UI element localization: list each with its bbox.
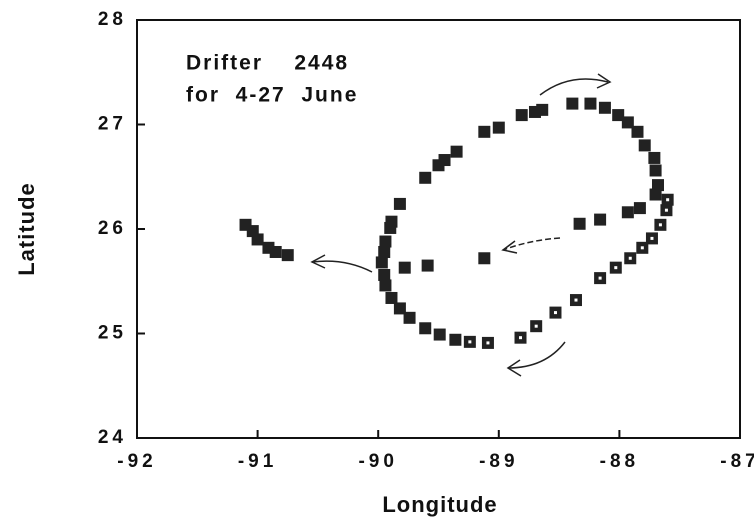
y-tick-label: 26: [98, 218, 127, 239]
point-center: [628, 256, 632, 260]
arrow-head: [596, 73, 612, 89]
point: [528, 105, 541, 118]
point: [450, 145, 463, 158]
point: [379, 235, 392, 248]
point: [594, 213, 607, 226]
point: [598, 101, 611, 114]
point: [492, 121, 505, 134]
arrow: [502, 237, 561, 251]
point: [649, 164, 662, 177]
y-tick-label: 25: [98, 323, 127, 344]
point: [478, 125, 491, 138]
arrow: [539, 78, 609, 96]
point-center: [666, 198, 670, 202]
arrow-head: [310, 254, 326, 269]
arrows: [310, 73, 612, 377]
x-tick-label: -91: [238, 451, 277, 472]
point-center: [650, 236, 654, 240]
x-axis-label: Longitude: [382, 492, 497, 517]
point: [651, 179, 664, 192]
point-center: [553, 311, 557, 315]
point: [449, 333, 462, 346]
annotation: for 4-27 June: [186, 84, 358, 107]
point-center: [574, 298, 578, 302]
point-center: [658, 223, 662, 227]
point: [515, 109, 528, 122]
point-center: [640, 246, 644, 250]
point: [269, 245, 282, 258]
point-center: [468, 340, 472, 344]
point: [584, 97, 597, 110]
arrow: [311, 260, 373, 273]
point: [648, 151, 661, 164]
point: [393, 197, 406, 210]
point: [566, 97, 579, 110]
point: [403, 311, 416, 324]
point: [433, 328, 446, 341]
point: [251, 233, 264, 246]
point: [573, 217, 586, 230]
y-tick-label: 28: [98, 9, 127, 30]
point: [633, 202, 646, 215]
point: [478, 252, 491, 265]
point: [621, 116, 634, 129]
point: [612, 109, 625, 122]
x-tick-label: -89: [479, 451, 518, 472]
point: [432, 159, 445, 172]
point-center: [614, 266, 618, 270]
point: [649, 188, 662, 201]
y-axis-label: Latitude: [14, 182, 39, 276]
x-tick-label: -92: [117, 451, 156, 472]
y-tick-label: 24: [98, 427, 127, 448]
arrow-head: [506, 359, 522, 377]
point: [378, 268, 391, 281]
point: [281, 249, 294, 262]
annotation: Drifter 2448: [186, 52, 349, 75]
point-center: [534, 324, 538, 328]
arrow-head: [501, 240, 518, 254]
point: [638, 139, 651, 152]
point: [419, 322, 432, 335]
point: [375, 256, 388, 269]
point: [398, 261, 411, 274]
point: [385, 291, 398, 304]
point: [421, 259, 434, 272]
x-tick-label: -87: [720, 451, 754, 472]
point: [384, 221, 397, 234]
point: [379, 279, 392, 292]
point-center: [519, 336, 523, 340]
point: [631, 125, 644, 138]
point: [621, 206, 634, 219]
point: [419, 171, 432, 184]
arrow: [507, 341, 566, 369]
point-center: [598, 276, 602, 280]
y-tick-label: 27: [98, 114, 127, 135]
x-tick-label: -90: [358, 451, 397, 472]
point: [393, 302, 406, 315]
point-center: [664, 208, 668, 212]
x-tick-label: -88: [600, 451, 639, 472]
point-center: [486, 341, 490, 345]
point: [378, 245, 391, 258]
